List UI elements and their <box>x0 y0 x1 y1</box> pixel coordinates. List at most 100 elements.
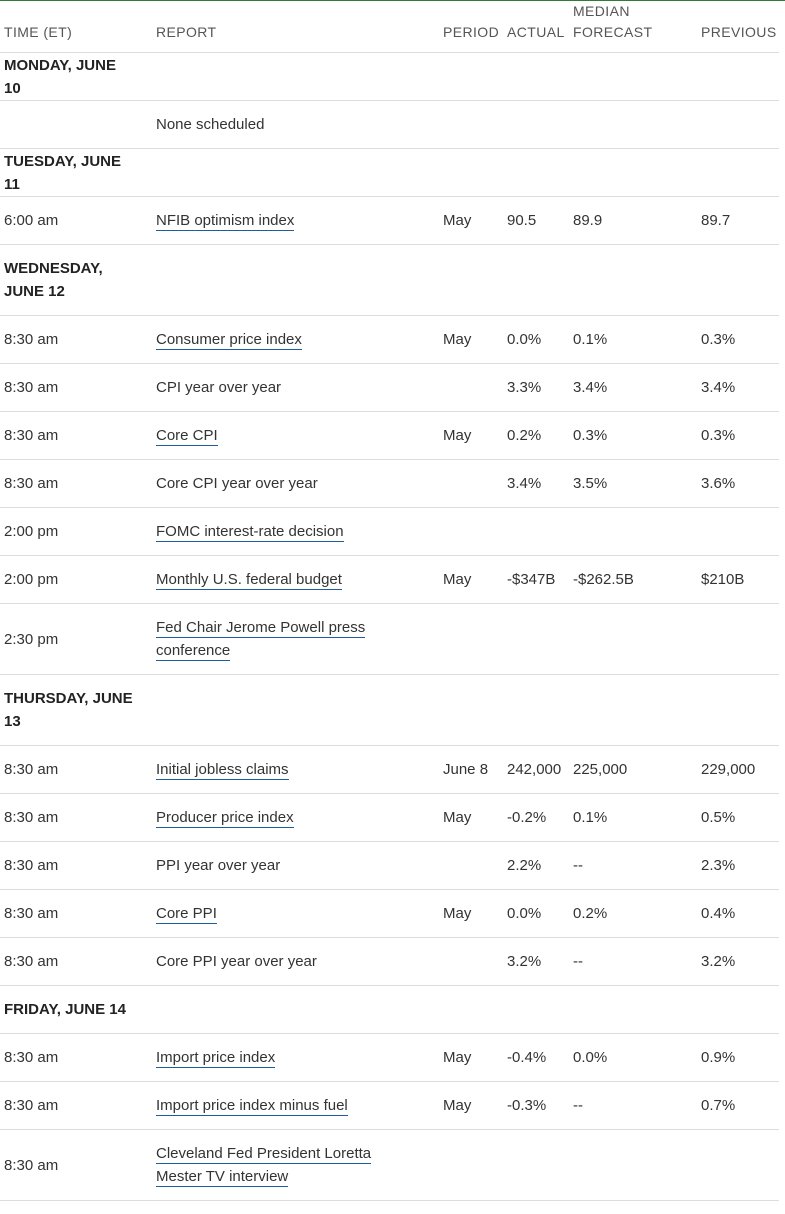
actual-cell: -0.3% <box>503 1081 569 1130</box>
median-cell <box>569 1129 697 1201</box>
table-row: 8:30 am Import price index minus fuel Ma… <box>0 1081 779 1130</box>
actual-cell <box>503 507 569 556</box>
previous-cell: 89.7 <box>697 196 779 245</box>
report-link[interactable]: Core PPI <box>156 905 217 924</box>
previous-cell: 229,000 <box>697 745 779 794</box>
table-row: 8:30 am Cleveland Fed President Loretta … <box>0 1129 779 1201</box>
previous-cell: 3.6% <box>697 459 779 508</box>
time-cell: 8:30 am <box>0 889 152 938</box>
time-cell: 8:30 am <box>0 1033 152 1082</box>
median-cell: 3.4% <box>569 363 697 412</box>
report-cell: Initial jobless claims <box>152 745 439 794</box>
time-cell: 8:30 am <box>0 363 152 412</box>
report-cell: CPI year over year <box>152 363 439 412</box>
report-link[interactable]: Monthly U.S. federal budget <box>156 571 342 590</box>
time-cell: 2:30 pm <box>0 603 152 675</box>
report-cell: Monthly U.S. federal budget <box>152 555 439 604</box>
time-cell: 8:30 am <box>0 1129 152 1201</box>
table-row: 8:30 am Import price index May -0.4% 0.0… <box>0 1033 779 1082</box>
report-cell: Core PPI <box>152 889 439 938</box>
report-cell: PPI year over year <box>152 841 439 890</box>
table-row: 8:30 am CPI year over year 3.3% 3.4% 3.4… <box>0 363 779 412</box>
report-link[interactable]: Import price index minus fuel <box>156 1097 348 1116</box>
period-cell <box>439 507 503 556</box>
period-cell <box>439 937 503 986</box>
previous-cell <box>697 100 779 149</box>
actual-cell: -0.4% <box>503 1033 569 1082</box>
actual-cell: 242,000 <box>503 745 569 794</box>
previous-cell <box>697 1129 779 1201</box>
previous-cell: $210B <box>697 555 779 604</box>
report-cell: Core CPI <box>152 411 439 460</box>
time-cell: 8:30 am <box>0 1081 152 1130</box>
previous-cell <box>697 507 779 556</box>
previous-cell: 2.3% <box>697 841 779 890</box>
header-actual: ACTUAL <box>503 1 569 53</box>
time-cell: 2:00 pm <box>0 555 152 604</box>
table-row: 8:30 am Initial jobless claims June 8 24… <box>0 745 779 794</box>
period-cell: May <box>439 411 503 460</box>
report-link[interactable]: Producer price index <box>156 809 294 828</box>
table-row: 2:30 pm Fed Chair Jerome Powell press co… <box>0 603 779 675</box>
period-cell: June 8 <box>439 745 503 794</box>
period-cell <box>439 363 503 412</box>
median-cell: -$262.5B <box>569 555 697 604</box>
table-row: 8:30 am Core PPI May 0.0% 0.2% 0.4% <box>0 889 779 938</box>
header-row: TIME (ET) REPORT PERIOD ACTUAL MEDIAN FOR… <box>0 1 779 53</box>
median-cell: 225,000 <box>569 745 697 794</box>
time-cell: 8:30 am <box>0 793 152 842</box>
report-link[interactable]: Fed Chair Jerome Powell press conference <box>156 619 366 661</box>
actual-cell <box>503 100 569 149</box>
median-cell: -- <box>569 841 697 890</box>
report-link[interactable]: Cleveland Fed President Loretta Mester T… <box>156 1145 372 1187</box>
previous-cell: 0.3% <box>697 315 779 364</box>
table-row: 2:00 pm FOMC interest-rate decision <box>0 507 779 556</box>
table-row: 8:30 am PPI year over year 2.2% -- 2.3% <box>0 841 779 890</box>
median-cell: -- <box>569 937 697 986</box>
actual-cell: 3.2% <box>503 937 569 986</box>
previous-cell: 0.7% <box>697 1081 779 1130</box>
actual-cell: 2.2% <box>503 841 569 890</box>
time-cell: 8:30 am <box>0 841 152 890</box>
header-report: REPORT <box>152 1 439 53</box>
table-row: 8:30 am Core CPI year over year 3.4% 3.5… <box>0 459 779 508</box>
actual-cell: 0.2% <box>503 411 569 460</box>
actual-cell: 3.4% <box>503 459 569 508</box>
report-link[interactable]: Core CPI <box>156 427 218 446</box>
median-cell: 0.2% <box>569 889 697 938</box>
time-cell: 8:30 am <box>0 937 152 986</box>
report-link[interactable]: Initial jobless claims <box>156 761 289 780</box>
report-cell: Consumer price index <box>152 315 439 364</box>
report-link[interactable]: Import price index <box>156 1049 276 1068</box>
day-row: FRIDAY, JUNE 14 <box>0 985 779 1034</box>
table-row: 8:30 am Core CPI May 0.2% 0.3% 0.3% <box>0 411 779 460</box>
table-row: 8:30 am Consumer price index May 0.0% 0.… <box>0 315 779 364</box>
median-cell: 89.9 <box>569 196 697 245</box>
period-cell: May <box>439 793 503 842</box>
report-cell: Producer price index <box>152 793 439 842</box>
report-link[interactable]: FOMC interest-rate decision <box>156 523 344 542</box>
report-cell: Import price index minus fuel <box>152 1081 439 1130</box>
median-cell <box>569 100 697 149</box>
day-label: WEDNESDAY, JUNE 12 <box>0 244 779 316</box>
period-cell: May <box>439 1033 503 1082</box>
previous-cell: 3.4% <box>697 363 779 412</box>
actual-cell: -0.2% <box>503 793 569 842</box>
report-link[interactable]: Consumer price index <box>156 331 302 350</box>
report-link[interactable]: NFIB optimism index <box>156 212 295 231</box>
day-row: MONDAY, JUNE 10 <box>0 52 779 101</box>
time-cell: 2:00 pm <box>0 507 152 556</box>
time-cell: 8:30 am <box>0 315 152 364</box>
period-cell: May <box>439 1081 503 1130</box>
header-median-line2: FORECAST <box>573 24 653 40</box>
actual-cell: 90.5 <box>503 196 569 245</box>
median-cell <box>569 603 697 675</box>
time-cell <box>0 100 152 149</box>
median-cell: 0.1% <box>569 793 697 842</box>
time-cell: 8:30 am <box>0 745 152 794</box>
actual-cell: 0.0% <box>503 889 569 938</box>
table-row: 2:00 pm Monthly U.S. federal budget May … <box>0 555 779 604</box>
report-cell: Fed Chair Jerome Powell press conference <box>152 603 439 675</box>
report-cell: Cleveland Fed President Loretta Mester T… <box>152 1129 439 1201</box>
table-row: 8:30 am Core PPI year over year 3.2% -- … <box>0 937 779 986</box>
